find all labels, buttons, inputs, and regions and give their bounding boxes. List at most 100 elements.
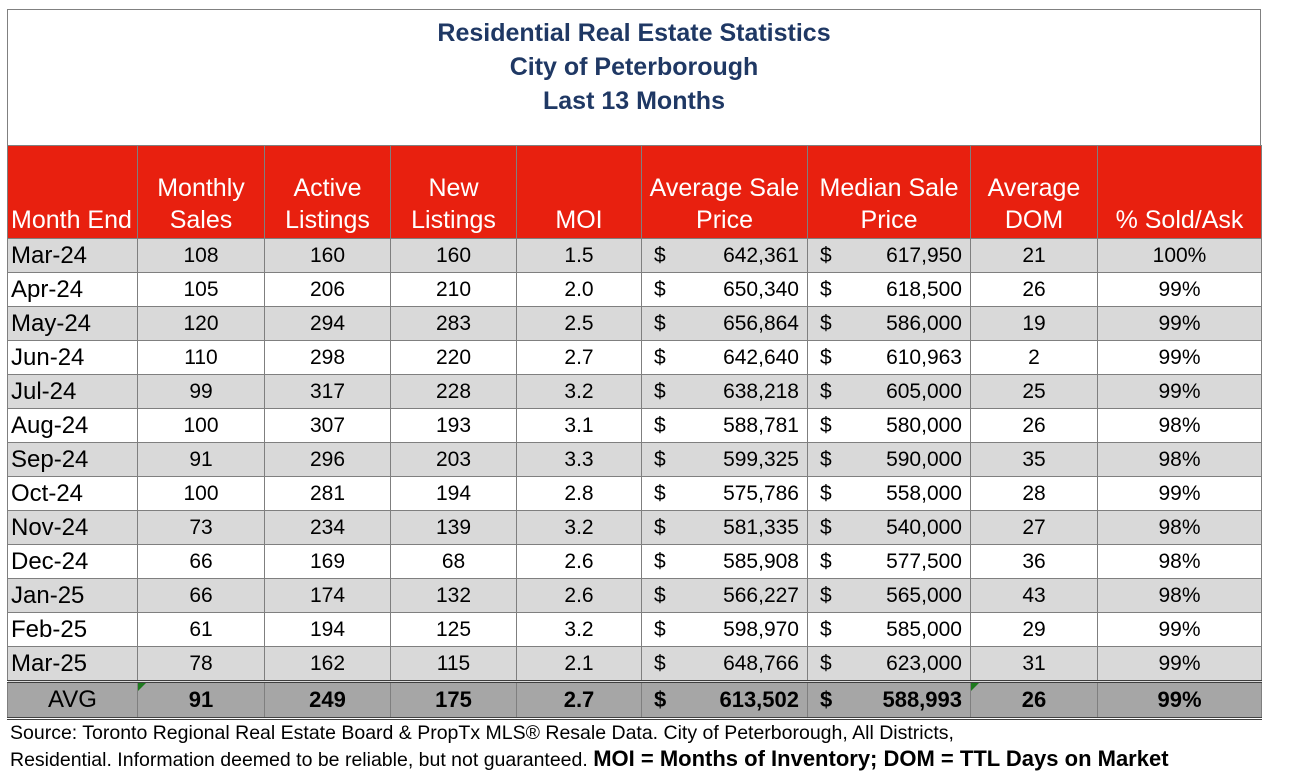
stats-report: Residential Real Estate Statistics City …	[7, 9, 1262, 720]
table-row: Oct-24 100 281 194 2.8 $575,786 $558,000 28 99%	[7, 476, 1262, 511]
report-period: Last 13 Months	[543, 87, 725, 115]
month-cell: Jan-25	[7, 578, 138, 613]
median-price-cell: $558,000	[807, 476, 971, 511]
report-title: Residential Real Estate Statistics	[437, 19, 831, 47]
avg-avg-price: $613,502	[641, 680, 808, 720]
moi-cell: 2.6	[516, 578, 642, 613]
sales-cell: 100	[137, 408, 265, 443]
table-row: Jul-24 99 317 228 3.2 $638,218 $605,000 25 99%	[7, 374, 1262, 409]
median-price-cell: $586,000	[807, 306, 971, 341]
median-price-cell: $540,000	[807, 510, 971, 545]
sold-ask-cell: 99%	[1097, 476, 1262, 511]
table-row: Nov-24 73 234 139 3.2 $581,335 $540,000 27 98%	[7, 510, 1262, 545]
new-listings-cell: 160	[390, 238, 517, 273]
median-price-cell: $617,950	[807, 238, 971, 273]
new-listings-cell: 203	[390, 442, 517, 477]
avg-sales: 91	[137, 680, 265, 720]
comment-marker-icon	[971, 683, 979, 691]
median-price-cell: $577,500	[807, 544, 971, 579]
month-cell: Jun-24	[7, 340, 138, 375]
table-row: Mar-24 108 160 160 1.5 $642,361 $617,950 21 100%	[7, 238, 1262, 273]
table-row: Aug-24 100 307 193 3.1 $588,781 $580,000 26 98%	[7, 408, 1262, 443]
avg-active: 249	[264, 680, 391, 720]
dom-cell: 27	[970, 510, 1098, 545]
sales-cell: 99	[137, 374, 265, 409]
active-listings-cell: 281	[264, 476, 391, 511]
dom-cell: 26	[970, 408, 1098, 443]
month-cell: Oct-24	[7, 476, 138, 511]
new-listings-cell: 228	[390, 374, 517, 409]
dom-cell: 31	[970, 646, 1098, 682]
report-city: City of Peterborough	[509, 53, 759, 81]
sales-cell: 120	[137, 306, 265, 341]
source-note: Source: Toronto Regional Real Estate Boa…	[10, 720, 1293, 773]
table-row: Jan-25 66 174 132 2.6 $566,227 $565,000 43 98%	[7, 578, 1262, 613]
sold-ask-cell: 99%	[1097, 374, 1262, 409]
sold-ask-cell: 99%	[1097, 646, 1262, 682]
header-active-listings: Active Listings	[264, 145, 391, 239]
month-cell: Jul-24	[7, 374, 138, 409]
comment-marker-icon	[138, 683, 146, 691]
moi-cell: 3.1	[516, 408, 642, 443]
sales-cell: 73	[137, 510, 265, 545]
sales-cell: 66	[137, 544, 265, 579]
active-listings-cell: 317	[264, 374, 391, 409]
median-price-cell: $610,963	[807, 340, 971, 375]
avg-price-cell: $656,864	[641, 306, 808, 341]
avg-median-price: $588,993	[807, 680, 971, 720]
new-listings-cell: 68	[390, 544, 517, 579]
header-moi: MOI	[516, 145, 642, 239]
avg-price-cell: $599,325	[641, 442, 808, 477]
table-row: Dec-24 66 169 68 2.6 $585,908 $577,500 36 98%	[7, 544, 1262, 579]
title-block: Residential Real Estate Statistics City …	[7, 9, 1261, 145]
new-listings-cell: 193	[390, 408, 517, 443]
avg-price-cell: $650,340	[641, 272, 808, 307]
sales-cell: 66	[137, 578, 265, 613]
median-price-cell: $565,000	[807, 578, 971, 613]
active-listings-cell: 234	[264, 510, 391, 545]
header-row: Month End Monthly Sales Active Listings Ne…	[7, 145, 1262, 239]
moi-cell: 2.7	[516, 340, 642, 375]
active-listings-cell: 294	[264, 306, 391, 341]
month-cell: May-24	[7, 306, 138, 341]
avg-new: 175	[390, 680, 517, 720]
sales-cell: 61	[137, 612, 265, 647]
active-listings-cell: 296	[264, 442, 391, 477]
table-row: Mar-25 78 162 115 2.1 $648,766 $623,000 31 99%	[7, 646, 1262, 682]
avg-price-cell: $566,227	[641, 578, 808, 613]
moi-cell: 2.0	[516, 272, 642, 307]
avg-price-cell: $642,640	[641, 340, 808, 375]
moi-cell: 2.6	[516, 544, 642, 579]
new-listings-cell: 194	[390, 476, 517, 511]
header-sold-ask: % Sold/Ask	[1097, 145, 1262, 239]
month-cell: Mar-24	[7, 238, 138, 273]
active-listings-cell: 194	[264, 612, 391, 647]
new-listings-cell: 220	[390, 340, 517, 375]
avg-price-cell: $638,218	[641, 374, 808, 409]
sales-cell: 108	[137, 238, 265, 273]
active-listings-cell: 169	[264, 544, 391, 579]
active-listings-cell: 160	[264, 238, 391, 273]
header-average-dom: Average DOM	[970, 145, 1098, 239]
dom-cell: 29	[970, 612, 1098, 647]
stats-table: Month End Monthly Sales Active Listings Ne…	[7, 145, 1262, 720]
dom-cell: 28	[970, 476, 1098, 511]
new-listings-cell: 139	[390, 510, 517, 545]
median-price-cell: $590,000	[807, 442, 971, 477]
active-listings-cell: 162	[264, 646, 391, 682]
moi-cell: 2.1	[516, 646, 642, 682]
month-cell: Aug-24	[7, 408, 138, 443]
header-monthly-sales: Monthly Sales	[137, 145, 265, 239]
sold-ask-cell: 98%	[1097, 408, 1262, 443]
avg-moi: 2.7	[516, 680, 642, 720]
sold-ask-cell: 98%	[1097, 442, 1262, 477]
new-listings-cell: 132	[390, 578, 517, 613]
table-row: Sep-24 91 296 203 3.3 $599,325 $590,000 35 98%	[7, 442, 1262, 477]
avg-price-cell: $642,361	[641, 238, 808, 273]
sales-cell: 105	[137, 272, 265, 307]
sales-cell: 78	[137, 646, 265, 682]
month-cell: Apr-24	[7, 272, 138, 307]
median-price-cell: $605,000	[807, 374, 971, 409]
new-listings-cell: 210	[390, 272, 517, 307]
header-median-sale-price: Median Sale Price	[807, 145, 971, 239]
